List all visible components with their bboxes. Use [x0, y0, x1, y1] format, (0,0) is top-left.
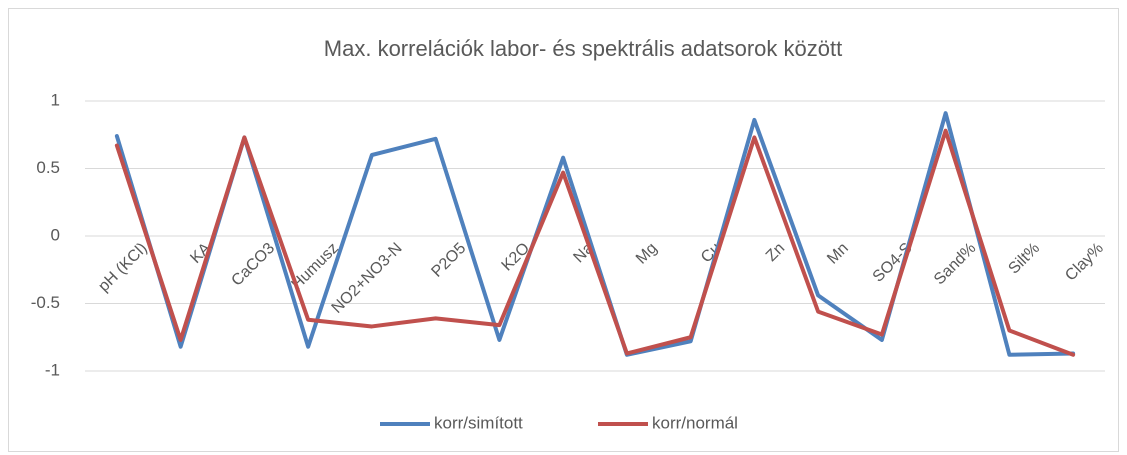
y-tick-label: 0: [51, 225, 60, 244]
legend-label: korr/normál: [652, 413, 738, 432]
y-tick-label: -0.5: [31, 293, 60, 312]
legend-label: korr/simított: [434, 413, 523, 432]
y-tick-label: -1: [45, 360, 60, 379]
y-tick-label: 1: [51, 90, 60, 109]
chart-border: [8, 8, 1119, 452]
y-tick-label: 0.5: [36, 158, 60, 177]
chart-title: Max. korrelációk labor- és spektrális ad…: [324, 36, 842, 61]
series-line: [114, 128, 1076, 357]
